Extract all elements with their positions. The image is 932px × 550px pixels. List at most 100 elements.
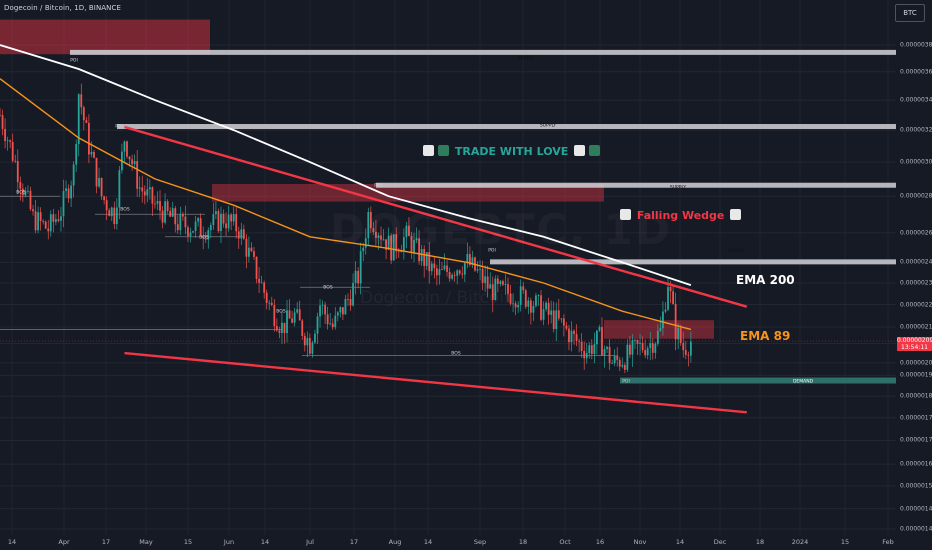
candle-body xyxy=(271,303,273,305)
candle-body xyxy=(553,311,555,329)
chart-emoji-icon xyxy=(438,145,449,156)
x-tick-label: 16 xyxy=(596,538,604,546)
candle-body xyxy=(609,347,611,363)
candle-body xyxy=(545,303,547,309)
candle-body xyxy=(619,360,621,367)
candle-body xyxy=(37,212,39,230)
candle-body xyxy=(0,115,1,116)
candle-body xyxy=(660,328,662,331)
chart-emoji-icon xyxy=(589,145,600,156)
candle-body xyxy=(129,157,131,160)
candle-body xyxy=(35,211,37,230)
candle-body xyxy=(583,351,585,358)
candle-body xyxy=(149,187,151,189)
candle-body xyxy=(558,310,560,318)
candle-body xyxy=(108,210,110,216)
x-tick-label: 17 xyxy=(350,538,358,546)
candle-body xyxy=(456,270,458,275)
countdown-value: 13:54:11 xyxy=(897,344,932,351)
candle-body xyxy=(68,188,70,198)
candle-body xyxy=(210,225,212,230)
ema89-label: EMA 89 xyxy=(740,329,790,343)
candle-body xyxy=(263,283,265,293)
candle-body xyxy=(294,312,296,322)
candle-body xyxy=(520,286,522,305)
candle-body xyxy=(581,342,583,351)
candle-body xyxy=(629,345,631,355)
candle-body xyxy=(439,269,441,275)
candle-body xyxy=(626,345,628,370)
candle-body xyxy=(225,224,227,229)
x-tick-label: Aug xyxy=(389,538,402,546)
candle-body xyxy=(141,187,143,191)
falling-wedge-label: Falling Wedge xyxy=(618,209,743,222)
candle-body xyxy=(682,343,684,350)
currency-button[interactable]: BTC xyxy=(895,4,925,22)
candle-body xyxy=(116,207,118,224)
supply-zone-red xyxy=(0,20,210,55)
x-tick-label: 15 xyxy=(184,538,192,546)
current-price-tag: 0.00000209 13:54:11 xyxy=(897,337,932,351)
x-tick-label: 17 xyxy=(102,538,110,546)
candle-body xyxy=(200,218,202,235)
candle-body xyxy=(281,323,283,333)
chart-emoji-icon xyxy=(423,145,434,156)
candle-body xyxy=(350,299,352,305)
candle-body xyxy=(14,161,16,162)
candle-body xyxy=(563,318,565,325)
candle-body xyxy=(40,212,42,221)
candle-body xyxy=(586,353,588,358)
candle-body xyxy=(139,187,141,188)
candle-body xyxy=(339,307,341,312)
x-tick-label: Sep xyxy=(474,538,486,546)
candle-body xyxy=(83,107,85,120)
candle-body xyxy=(479,269,481,270)
candle-body xyxy=(441,269,443,270)
candle-body xyxy=(535,295,537,306)
candle-body xyxy=(593,344,595,354)
x-tick-label: 18 xyxy=(519,538,527,546)
candle-body xyxy=(60,216,62,221)
candle-body xyxy=(73,165,75,186)
symbol-header[interactable]: Dogecoin / Bitcoin, 1D, BINANCE xyxy=(4,4,121,12)
candle-body xyxy=(357,271,359,284)
y-tick-label: 0.00000163 xyxy=(900,461,932,468)
candle-body xyxy=(144,191,146,195)
candle-body xyxy=(654,344,656,353)
bos-label: BOS xyxy=(276,310,285,315)
y-tick-label: 0.00000195 xyxy=(900,372,932,379)
candle-body xyxy=(454,275,456,276)
candle-body xyxy=(19,182,21,189)
candle-body xyxy=(601,327,603,356)
poi-label: POI xyxy=(622,380,630,385)
candle-body xyxy=(9,140,11,142)
candle-body xyxy=(276,326,278,330)
candle-body xyxy=(614,355,616,363)
candle-body xyxy=(530,301,532,313)
candle-body xyxy=(261,283,263,284)
candle-body xyxy=(596,331,598,345)
candle-body xyxy=(78,94,80,144)
candle-body xyxy=(286,310,288,333)
y-tick-label: 0.00000187 xyxy=(900,393,932,400)
candle-body xyxy=(670,287,672,291)
candle-body xyxy=(7,140,9,141)
demand-zone xyxy=(620,378,896,384)
candle-body xyxy=(301,320,303,335)
candle-body xyxy=(642,343,644,350)
candle-body xyxy=(499,281,501,284)
poi-label: POI xyxy=(115,125,123,130)
candle-body xyxy=(591,345,593,354)
candle-body xyxy=(152,187,154,203)
candle-body xyxy=(167,201,169,211)
candle-body xyxy=(624,365,626,370)
candle-body xyxy=(131,159,133,164)
candle-body xyxy=(604,349,606,356)
y-tick-label: 0.00000235 xyxy=(900,279,932,286)
candle-body xyxy=(306,338,308,345)
candle-body xyxy=(576,334,578,341)
candle-body xyxy=(680,328,682,343)
candle-body xyxy=(96,158,98,187)
candle-body xyxy=(85,120,87,123)
candle-body xyxy=(677,328,679,340)
